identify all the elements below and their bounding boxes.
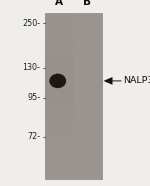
Bar [44,41,74,44]
Bar [44,117,74,120]
Bar [44,33,74,36]
Bar [44,78,74,80]
Bar [44,170,74,173]
Text: NALP3: NALP3 [123,76,150,85]
Bar [44,125,74,128]
Bar [44,137,74,139]
Bar [44,61,74,64]
Bar [44,55,74,58]
Bar [44,159,74,162]
Bar [44,94,74,97]
Bar [44,58,74,61]
Bar [44,92,74,94]
Bar [44,120,74,122]
Bar [44,10,74,13]
Bar [44,86,74,89]
Text: B: B [83,0,91,7]
Bar [44,145,74,148]
Bar [44,150,74,153]
Bar [44,69,74,72]
Bar [44,66,74,69]
Bar [44,16,74,19]
Bar [44,142,74,145]
Bar [44,128,74,131]
Bar [44,89,74,92]
Bar [44,80,74,83]
Bar [44,139,74,142]
Text: 130-: 130- [23,63,40,72]
Bar [44,75,74,78]
Text: A: A [54,0,63,7]
Bar [44,97,74,100]
Bar [44,30,74,33]
Bar [44,162,74,165]
Bar [44,106,74,108]
Bar [44,148,74,150]
Bar [44,131,74,134]
FancyArrow shape [103,77,122,85]
Bar [44,22,74,24]
Bar [44,123,74,125]
Bar [44,100,74,103]
Bar [44,156,74,159]
Ellipse shape [50,74,66,88]
Bar [44,47,74,49]
Text: 95-: 95- [27,93,40,102]
Bar [44,72,74,75]
Bar [44,36,74,38]
Bar [45,13,102,179]
Bar [44,167,74,170]
Bar [44,134,74,137]
Bar [44,64,74,66]
Bar [44,27,74,30]
Bar [44,83,74,86]
Bar [44,114,74,117]
Bar [44,176,74,179]
Bar [44,165,74,167]
Bar [44,49,74,52]
Bar [44,173,74,176]
Text: 250-: 250- [22,19,40,28]
Bar [44,52,74,55]
Bar [44,44,74,47]
Text: 72-: 72- [27,132,40,141]
Bar [44,111,74,114]
Bar [44,153,74,156]
Bar [44,38,74,41]
Bar [44,13,74,16]
Bar [44,24,74,27]
Bar [44,19,74,21]
Bar [44,103,74,106]
Bar [44,108,74,111]
